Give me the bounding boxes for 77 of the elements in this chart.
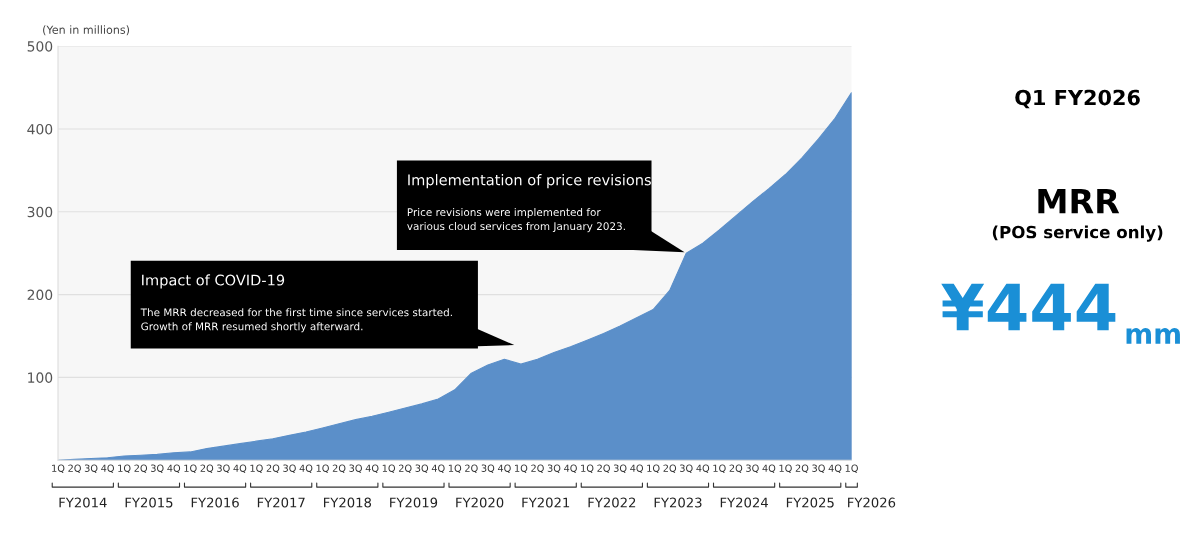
annotation: The MRR decreased for the first time since services started. Growth of MRR resumed shortly afterward.	[140, 308, 452, 333]
x-tick-label: 1Q	[448, 464, 462, 474]
x-tick-label: 2Q	[68, 464, 81, 474]
x-tick-label: 2Q	[531, 464, 544, 474]
x-tick-label: 1Q	[647, 464, 660, 474]
text: FY2025	[786, 497, 834, 508]
x-tick-label: 1Q	[779, 464, 792, 474]
x-tick-label: 2Q	[134, 464, 148, 474]
x-tick-label: 2Q	[332, 464, 346, 474]
text: FY2026	[848, 497, 896, 508]
text: FY2024	[720, 497, 768, 508]
x-tick-label: 1Q	[184, 464, 197, 474]
x-tick-label: 3Q	[481, 464, 495, 474]
x-tick-label: 4Q	[431, 464, 445, 474]
text: FY2015	[125, 497, 173, 508]
x-tick-label: 2Q	[266, 464, 280, 474]
x-tick-label: 2Q	[200, 464, 214, 474]
x-tick-label: 4Q	[365, 464, 379, 474]
x-tick-label: 2Q	[398, 464, 412, 474]
text: ¥444	[941, 283, 1116, 331]
text: Q1 FY2026	[1015, 89, 1140, 109]
x-tick-label: 4Q	[828, 464, 842, 474]
x-tick-label: 3Q	[151, 464, 164, 474]
x-tick-label: 3Q	[812, 464, 825, 474]
y-tick-label: 500	[27, 41, 53, 52]
x-tick-label: 1Q	[52, 464, 65, 474]
x-tick-label: 2Q	[597, 464, 610, 474]
text: FY2017	[257, 497, 305, 508]
text: FY2020	[456, 497, 504, 508]
x-tick-label: 1Q	[845, 464, 858, 474]
x-tick-label: 3Q	[415, 464, 429, 474]
y-tick-label: 300	[27, 206, 53, 218]
x-tick-label: 3Q	[349, 464, 362, 474]
text: FY2022	[588, 497, 636, 508]
x-tick-label: 3Q	[746, 464, 759, 474]
x-tick-label: 4Q	[696, 464, 710, 474]
annotation: Impact of COVID-19	[142, 274, 285, 289]
y-tick-label: 100	[28, 372, 53, 383]
x-tick-label: 2Q	[465, 464, 478, 474]
y-axis-title: (Yen in millions)	[43, 25, 130, 36]
x-tick-label: 4Q	[497, 464, 511, 474]
text: FY2021	[522, 497, 570, 508]
x-tick-label: 3Q	[613, 464, 627, 474]
x-tick-label: 3Q	[547, 464, 561, 474]
x-tick-label: 1Q	[515, 464, 528, 474]
text: FY2023	[654, 497, 702, 508]
x-tick-label: 4Q	[762, 464, 776, 474]
x-tick-label: 1Q	[713, 464, 726, 474]
x-tick-label: 4Q	[564, 464, 577, 474]
x-tick-label: 4Q	[233, 464, 247, 474]
x-tick-label: 2Q	[729, 464, 743, 474]
x-tick-label: 2Q	[663, 464, 677, 474]
text: MRR	[1038, 188, 1120, 214]
x-tick-label: 1Q	[581, 464, 594, 474]
x-tick-label: 3Q	[84, 464, 98, 474]
x-tick-label: 2Q	[795, 464, 809, 474]
text: mm	[1126, 328, 1180, 344]
annotation: Implementation of price revisions	[408, 174, 651, 189]
x-tick-label: 4Q	[299, 464, 313, 474]
text: FY2019	[390, 497, 438, 508]
x-tick-label: 1Q	[118, 464, 131, 474]
x-tick-label: 1Q	[250, 464, 263, 474]
x-tick-label: 3Q	[283, 464, 296, 474]
annotation: Price revisions were implemented for various cloud services from January 2023.	[407, 208, 625, 233]
x-tick-label: 4Q	[630, 464, 644, 474]
text: FY2016	[191, 497, 239, 508]
text: FY2018	[324, 497, 372, 508]
x-tick-label: 1Q	[382, 464, 396, 474]
text: (POS service only)	[992, 225, 1163, 242]
x-tick-label: 1Q	[316, 464, 329, 474]
x-tick-label: 4Q	[101, 464, 114, 474]
y-tick-label: 400	[27, 123, 53, 135]
y-tick-label: 200	[27, 289, 53, 301]
x-tick-label: 3Q	[217, 464, 230, 474]
x-tick-label: 3Q	[680, 464, 693, 474]
text: FY2014	[59, 497, 107, 508]
x-tick-label: 4Q	[167, 464, 181, 474]
